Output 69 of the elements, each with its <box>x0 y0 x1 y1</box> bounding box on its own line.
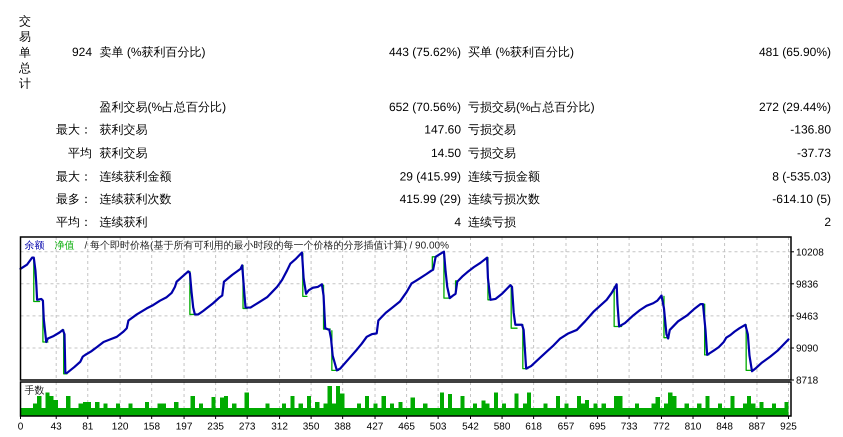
text: 147.60 <box>424 122 462 137</box>
text: 连续获利金额 <box>100 169 172 184</box>
x-tick-label: 312 <box>271 422 288 433</box>
text: 443 (75.62%) <box>388 45 462 60</box>
text: 652 (70.56%) <box>388 100 462 114</box>
text: 连续获利次数 <box>100 192 172 206</box>
x-tick-label: 733 <box>620 422 638 433</box>
chart-title: 手数 <box>24 384 44 397</box>
x-tick-label: 235 <box>207 422 224 433</box>
x-tick-label: 197 <box>176 422 193 433</box>
x-tick-label: 925 <box>780 422 798 433</box>
x-tick-label: 427 <box>366 422 384 433</box>
x-tick-label: 273 <box>238 422 256 433</box>
text: 亏损交易 <box>468 122 516 137</box>
y-tick-label: 10208 <box>796 247 824 258</box>
text: 415.99 (29) <box>400 192 461 206</box>
text: 4 <box>454 215 462 230</box>
text: 8 (-535.03) <box>772 169 831 184</box>
text: 亏损交易 <box>468 146 516 160</box>
text: 净值 <box>54 240 74 252</box>
x-tick-label: 810 <box>684 422 702 433</box>
text: 连续获利 <box>100 215 148 230</box>
y-tick-label: 9836 <box>796 279 819 290</box>
x-tick-label: 618 <box>525 422 542 433</box>
text: -614.10 (5) <box>772 192 831 206</box>
text: 平均 <box>68 146 92 160</box>
x-tick-label: 120 <box>112 422 129 433</box>
x-tick-label: 158 <box>143 422 160 433</box>
x-tick-label: 503 <box>430 422 447 433</box>
x-tick-label: 465 <box>398 422 416 433</box>
text: 最多： <box>56 192 92 206</box>
chart-subtitle: / 每个即时价格(基于所有可利用的最小时段的每一个价格的分形插值计算) / 90.00% <box>84 240 450 252</box>
x-tick-label: 81 <box>82 422 94 433</box>
text: 2 <box>824 215 832 230</box>
text: 卖单 (%获利百分比) <box>100 45 206 60</box>
text: -136.80 <box>790 122 832 137</box>
series-label: 余额 <box>24 240 44 252</box>
x-tick-label: 350 <box>302 422 320 433</box>
text: 连续亏损金额 <box>468 169 540 184</box>
text: 29 (415.99) <box>400 169 461 184</box>
x-tick-label: 772 <box>653 422 670 433</box>
x-tick-label: 542 <box>462 422 480 433</box>
x-tick-label: 887 <box>748 422 766 433</box>
text: 盈利交易(%占总百分比) <box>100 100 226 114</box>
x-tick-label: 657 <box>558 422 575 433</box>
text: 最大： <box>56 122 92 137</box>
text: 最大： <box>56 169 92 184</box>
text: 获利交易 <box>100 146 148 160</box>
text: 14.50 <box>430 146 462 160</box>
text: 亏损交易(%占总百分比) <box>468 100 595 114</box>
x-tick-label: 580 <box>494 422 511 433</box>
text: 272 (29.44%) <box>758 100 832 114</box>
x-tick-label: 848 <box>716 422 734 433</box>
text: 481 (65.90%) <box>758 45 832 60</box>
text: 平均： <box>56 215 92 230</box>
x-tick-label: 43 <box>50 422 62 433</box>
y-tick-label: 9090 <box>796 344 819 355</box>
text: 买单 (%获利百分比) <box>468 45 574 60</box>
x-tick-label: 695 <box>589 422 606 433</box>
text: -37.73 <box>796 146 832 160</box>
text: 连续亏损次数 <box>468 192 540 206</box>
y-tick-label: 8718 <box>796 376 819 387</box>
text: 连续亏损 <box>468 215 516 230</box>
y-tick-label: 9463 <box>796 312 819 322</box>
text: 获利交易 <box>100 122 148 137</box>
text: 交易单总计 <box>18 14 31 91</box>
x-tick-label: 388 <box>334 422 352 433</box>
text: 924 <box>72 45 92 60</box>
x-tick-label: 0 <box>18 422 24 433</box>
